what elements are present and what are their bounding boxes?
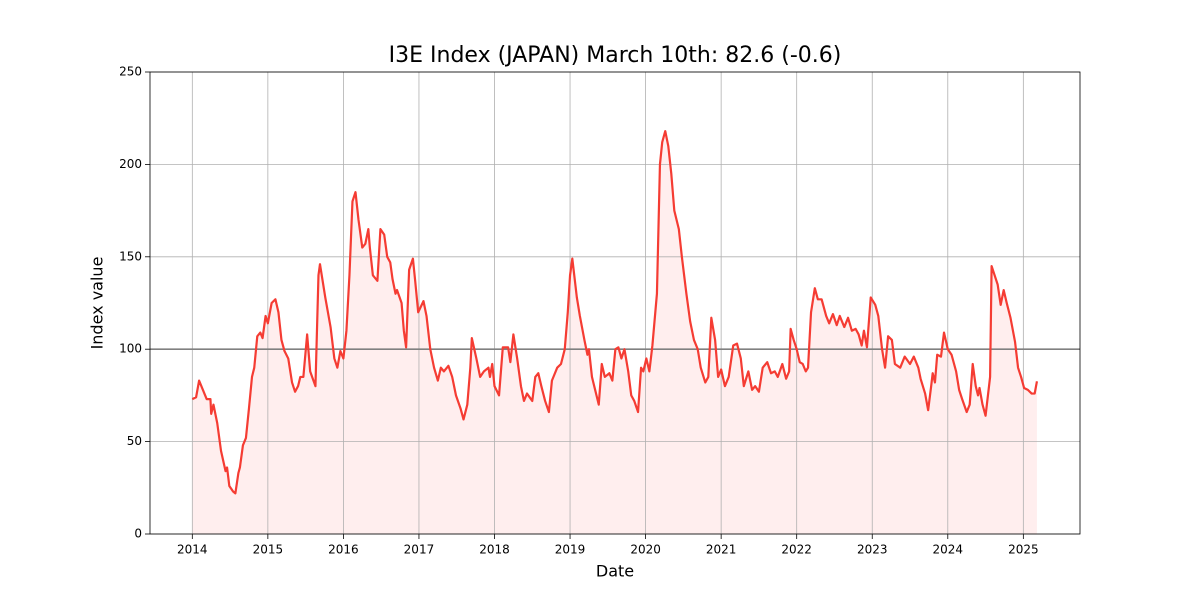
y-tick-label: 250 — [119, 65, 142, 79]
y-tick-label: 50 — [127, 434, 142, 448]
y-tick-label: 100 — [119, 342, 142, 356]
x-tick-label: 2021 — [706, 543, 737, 557]
x-tick-label: 2023 — [857, 543, 888, 557]
x-tick-label: 2015 — [253, 543, 284, 557]
x-tick-label: 2018 — [479, 543, 510, 557]
area-fill — [192, 131, 1037, 535]
plot-frame — [149, 71, 1081, 535]
y-tick-label: 200 — [119, 157, 142, 171]
x-tick-label: 2022 — [781, 543, 812, 557]
chart-title: I3E Index (JAPAN) March 10th: 82.6 (-0.6… — [389, 43, 842, 68]
x-tick-label: 2025 — [1008, 543, 1039, 557]
x-tick-label: 2016 — [328, 543, 359, 557]
x-tick-label: 2017 — [404, 543, 435, 557]
y-axis-label: Index value — [88, 257, 107, 350]
data-line — [191, 130, 1039, 495]
x-tick-label: 2014 — [177, 543, 208, 557]
x-tick-label: 2019 — [555, 543, 586, 557]
x-axis-label: Date — [596, 562, 634, 581]
y-tick-label: 0 — [134, 527, 142, 541]
y-tick-label: 150 — [119, 249, 142, 263]
x-tick-label: 2024 — [933, 543, 964, 557]
x-tick-label: 2020 — [630, 543, 661, 557]
